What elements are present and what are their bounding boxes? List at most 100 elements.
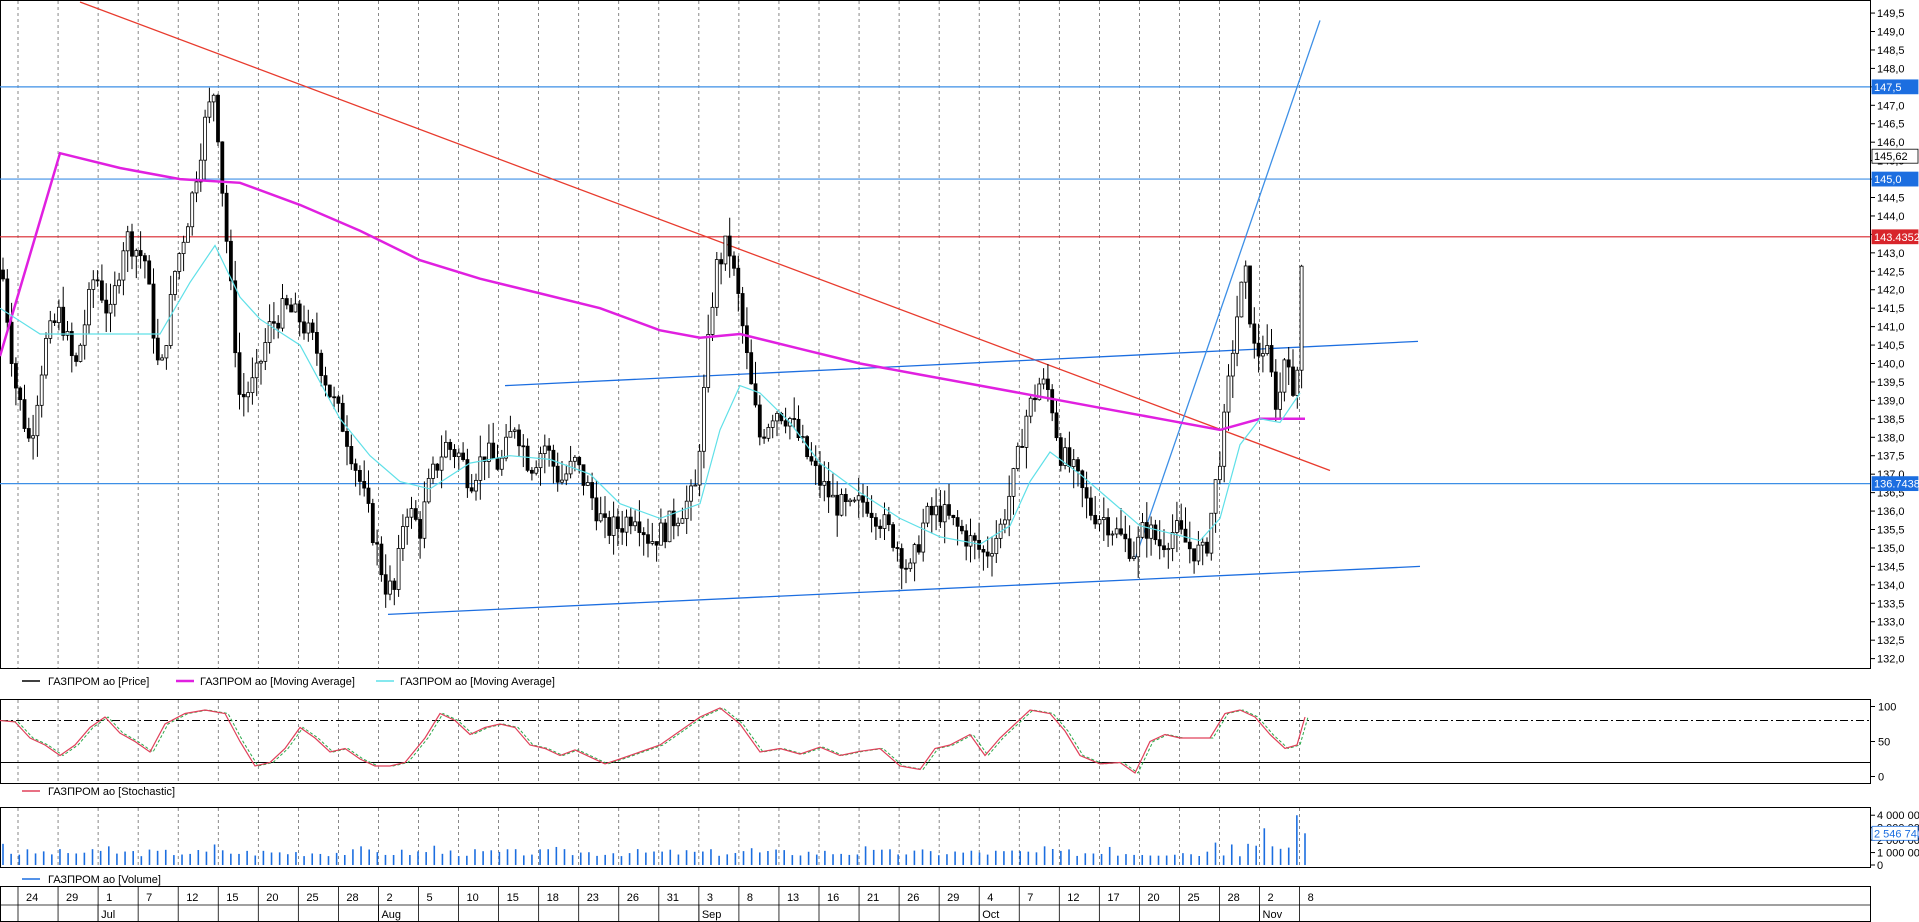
price-bar-body bbox=[1243, 265, 1248, 283]
price-bar-body bbox=[254, 362, 259, 379]
price-bar-body bbox=[714, 259, 719, 308]
price-bar-body bbox=[749, 352, 754, 385]
price-bar-body bbox=[740, 293, 745, 327]
price-bar-body bbox=[865, 501, 870, 514]
legend-ma-long: ГАЗПРОМ ао [Moving Average] bbox=[200, 676, 355, 688]
price-tick-label: 141,0 bbox=[1877, 322, 1905, 334]
price-bar-body bbox=[1119, 528, 1123, 535]
price-bar-body bbox=[388, 580, 392, 595]
price-bar-body bbox=[405, 516, 410, 527]
price-bar-body bbox=[426, 477, 431, 503]
price-bar-body bbox=[474, 479, 478, 492]
price-bar-body bbox=[689, 485, 693, 502]
price-bar-body bbox=[792, 418, 797, 420]
price-bar-body bbox=[818, 465, 822, 486]
price-tick-label: 133,0 bbox=[1877, 617, 1905, 629]
price-tick-label: 132,0 bbox=[1877, 654, 1905, 666]
price-bar-body bbox=[624, 516, 629, 533]
price-bar-body bbox=[289, 304, 294, 313]
price-bar-body bbox=[1063, 447, 1067, 466]
price-bar-body bbox=[160, 357, 165, 361]
price-bar-body bbox=[1286, 359, 1291, 368]
price-bar-body bbox=[732, 255, 736, 269]
legend-volume: ГАЗПРОМ ао [Volume] bbox=[48, 874, 161, 886]
month-label: Sep bbox=[702, 909, 722, 921]
stochastic-tick-label: 0 bbox=[1878, 772, 1884, 784]
price-bar-body bbox=[521, 445, 526, 448]
price-tag-label: 136.7438 bbox=[1874, 479, 1919, 491]
price-bar-body bbox=[349, 446, 354, 465]
price-tick-label: 143,0 bbox=[1877, 248, 1905, 260]
price-bar-body bbox=[65, 331, 70, 336]
price-bar-body bbox=[1136, 536, 1141, 558]
price-bar-body bbox=[1196, 544, 1201, 562]
price-bar-body bbox=[293, 303, 298, 313]
price-bar-body bbox=[130, 231, 134, 257]
price-bar-body bbox=[775, 412, 779, 422]
price-bar-body bbox=[667, 510, 672, 543]
price-bar-body bbox=[332, 396, 337, 399]
price-bar-body bbox=[861, 495, 865, 503]
vertical-grid bbox=[17, 1, 1300, 867]
price-bar-body bbox=[616, 516, 620, 529]
price-tick-label: 134,5 bbox=[1877, 561, 1905, 573]
price-bar-body bbox=[856, 495, 861, 501]
price-bar-body bbox=[534, 467, 539, 474]
price-bar-body bbox=[190, 192, 195, 228]
price-tick-label: 144,0 bbox=[1877, 211, 1905, 223]
volume-panel-frame bbox=[0, 807, 1871, 868]
price-bar-body bbox=[91, 279, 96, 290]
date-label: 29 bbox=[947, 892, 959, 904]
price-bar-body bbox=[310, 322, 315, 333]
price-tick-label: 141,5 bbox=[1877, 303, 1905, 315]
price-bar-body bbox=[456, 452, 461, 458]
price-bar-body bbox=[938, 505, 943, 523]
price-bar-body bbox=[250, 377, 255, 394]
price-bar-body bbox=[263, 342, 268, 362]
price-bar-body bbox=[267, 321, 272, 343]
price-bar-body bbox=[336, 396, 341, 404]
price-bar-body bbox=[117, 279, 121, 287]
price-bar-body bbox=[564, 473, 569, 481]
date-label: 15 bbox=[226, 892, 238, 904]
price-bar-body bbox=[181, 241, 186, 255]
price-bar-body bbox=[676, 522, 680, 527]
price-panel-frame bbox=[0, 0, 1871, 669]
price-bar-body bbox=[603, 513, 607, 518]
price-bar-body bbox=[400, 526, 405, 549]
price-bar-body bbox=[710, 306, 715, 335]
price-bar-body bbox=[904, 567, 908, 570]
price-bar-body bbox=[1024, 415, 1029, 448]
price-tick-label: 146,5 bbox=[1877, 119, 1905, 131]
price-tick-label: 142,5 bbox=[1877, 266, 1905, 278]
price-bar-body bbox=[1209, 512, 1214, 554]
price-tick-label: 148,0 bbox=[1877, 63, 1905, 75]
price-tick-label: 132,5 bbox=[1877, 635, 1905, 647]
price-bar-body bbox=[895, 547, 900, 549]
price-bar-body bbox=[826, 480, 831, 498]
price-bar-body bbox=[87, 289, 91, 326]
date-label: 3 bbox=[707, 892, 713, 904]
date-label: 8 bbox=[747, 892, 753, 904]
price-bar-body bbox=[1239, 281, 1244, 318]
price-bar-body bbox=[839, 493, 844, 516]
date-label: 24 bbox=[26, 892, 38, 904]
price-bar-body bbox=[1170, 532, 1175, 549]
price-bar-body bbox=[921, 522, 926, 553]
price-bar-body bbox=[809, 456, 814, 462]
price-bar-body bbox=[168, 294, 173, 346]
horizontal-level-lines bbox=[0, 86, 1870, 485]
price-bar-body bbox=[641, 532, 646, 536]
price-bar-body bbox=[684, 500, 689, 520]
price-bar-body bbox=[985, 551, 990, 557]
price-bar-body bbox=[843, 493, 848, 503]
price-bar-body bbox=[1218, 465, 1222, 481]
price-bar-body bbox=[271, 321, 276, 324]
price-bar-body bbox=[1058, 437, 1063, 466]
price-bar-body bbox=[1123, 533, 1128, 540]
price-bar-body bbox=[100, 280, 104, 301]
price-bar-body bbox=[646, 534, 650, 544]
date-label: 20 bbox=[266, 892, 278, 904]
price-bar-body bbox=[1106, 517, 1110, 536]
